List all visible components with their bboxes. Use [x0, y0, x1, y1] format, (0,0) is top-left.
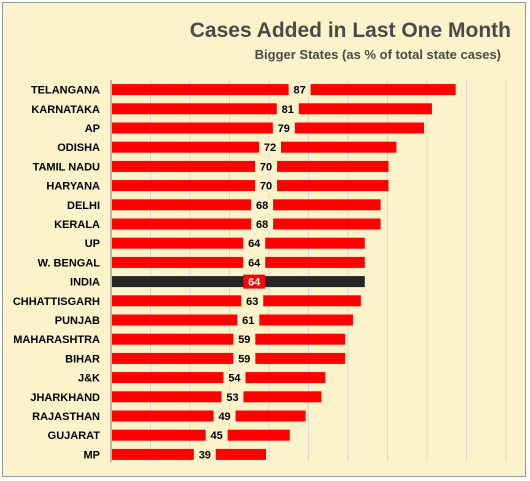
data-label-bg-india [243, 274, 266, 289]
category-label-india: INDIA [70, 277, 100, 289]
category-label-kerala: KERALA [54, 219, 100, 231]
category-label-maharashtra: MAHARASHTRA [13, 334, 100, 346]
bar-ap [112, 122, 425, 134]
data-label-kerala: 68 [256, 219, 268, 231]
category-label-gujarat: GUJARAT [48, 430, 101, 442]
category-label-punjab: PUNJAB [55, 315, 100, 327]
data-label-bg-delhi [251, 197, 274, 212]
category-label-jharkhand: JHARKHAND [30, 392, 100, 404]
data-label-delhi: 68 [256, 200, 268, 212]
category-label-haryana: HARYANA [46, 181, 100, 193]
category-label-odisha: ODISHA [57, 142, 100, 154]
bar-gujarat [112, 429, 290, 441]
data-label-chhattisgarh: 63 [246, 296, 258, 308]
data-label-bg-up [243, 236, 266, 251]
data-label-telangana: 87 [294, 85, 306, 97]
bar-rajasthan [112, 410, 306, 422]
data-label-bg-rajasthan [213, 409, 236, 423]
bar-haryana [112, 180, 389, 192]
data-label-punjab: 61 [242, 315, 254, 327]
data-label-bg-karnataka [276, 101, 299, 116]
data-label-bg-bihar [233, 351, 256, 366]
data-label-bihar: 59 [238, 353, 250, 365]
bar-punjab [112, 314, 353, 326]
category-label-delhi: DELHI [67, 200, 100, 212]
bar-j-k [112, 372, 326, 384]
bar-karnataka [112, 103, 432, 115]
data-label-up: 64 [248, 238, 261, 250]
data-label-odisha: 72 [264, 142, 276, 154]
data-label-bg-chhattisgarh [241, 293, 264, 308]
data-label-bg-odisha [259, 140, 281, 155]
bar-delhi [112, 199, 381, 211]
data-label-haryana: 70 [260, 181, 272, 193]
data-label-bg-punjab [237, 313, 260, 327]
category-label-up: UP [85, 238, 100, 250]
data-label-bg-w-bengal [243, 255, 266, 270]
data-label-mp: 39 [199, 449, 211, 461]
category-label-chhattisgarh: CHHATTISGARH [13, 296, 100, 308]
category-label-telangana: TELANGANA [31, 85, 100, 97]
data-label-bg-j-k [223, 370, 246, 385]
category-label-tamil-nadu: TAMIL NADU [33, 161, 100, 173]
bar-chhattisgarh [112, 295, 361, 307]
data-label-bg-jharkhand [221, 389, 244, 404]
bar-up [112, 237, 365, 249]
data-label-maharashtra: 59 [238, 334, 250, 346]
bar-india [112, 276, 365, 288]
data-label-india: 64 [248, 277, 261, 289]
category-label-rajasthan: RAJASTHAN [32, 411, 100, 423]
bar-maharashtra [112, 333, 346, 345]
bar-telangana [112, 84, 456, 96]
data-label-ap: 79 [278, 123, 290, 135]
data-label-bg-kerala [251, 217, 274, 231]
category-label-j-k: J&K [78, 373, 100, 385]
data-label-gujarat: 45 [211, 430, 223, 442]
data-label-bg-maharashtra [233, 332, 256, 347]
data-label-bg-gujarat [205, 428, 228, 443]
data-label-j-k: 54 [228, 373, 241, 385]
data-label-bg-telangana [288, 82, 311, 97]
chart-subtitle: Bigger States (as % of total state cases… [254, 47, 501, 62]
bar-bihar [112, 352, 346, 364]
bar-w-bengal [112, 256, 365, 268]
category-label-ap: AP [85, 123, 100, 135]
bar-jharkhand [112, 391, 322, 403]
data-label-jharkhand: 53 [226, 392, 238, 404]
data-label-rajasthan: 49 [218, 411, 230, 423]
chart-title: Cases Added in Last One Month [189, 19, 511, 42]
data-label-bg-ap [272, 121, 295, 135]
bar-kerala [112, 218, 381, 230]
data-label-bg-tamil-nadu [255, 159, 278, 174]
category-label-mp: MP [84, 449, 101, 461]
category-label-karnataka: KARNATAKA [31, 104, 100, 116]
data-label-tamil-nadu: 70 [260, 161, 272, 173]
bar-odisha [112, 141, 397, 153]
data-label-w-bengal: 64 [248, 257, 261, 269]
bar-tamil-nadu [112, 160, 389, 172]
category-label-w-bengal: W. BENGAL [38, 257, 101, 269]
data-label-bg-haryana [255, 178, 278, 193]
data-label-karnataka: 81 [282, 104, 294, 116]
category-label-bihar: BIHAR [65, 353, 100, 365]
bar-mp [112, 448, 267, 460]
data-label-bg-mp [193, 447, 216, 462]
